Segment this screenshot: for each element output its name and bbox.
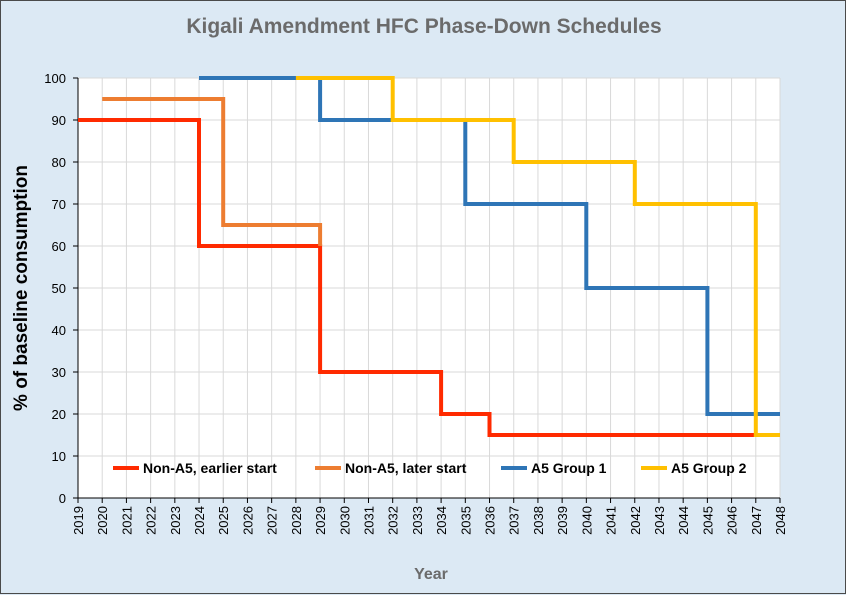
y-tick-label: 70	[52, 197, 66, 212]
x-tick-label: 2034	[434, 506, 449, 535]
y-tick-label: 60	[52, 239, 66, 254]
x-tick-label: 2026	[240, 506, 255, 535]
x-tick-label: 2039	[555, 506, 570, 535]
y-tick-label: 90	[52, 113, 66, 128]
y-tick-label: 30	[52, 365, 66, 380]
x-tick-label: 2021	[119, 506, 134, 535]
series-line-2	[102, 97, 323, 246]
y-axis-title: % of baseline consumption	[11, 165, 32, 411]
x-tick-label: 2032	[386, 506, 401, 535]
legend-label-1: Non-A5, earlier start	[143, 460, 277, 476]
x-tick-label: 2022	[144, 506, 159, 535]
x-tick-label: 2033	[410, 506, 425, 535]
x-tick-label: 2047	[749, 506, 764, 535]
x-axis-title: Year	[414, 566, 448, 583]
legend-label-3: A5 Group 1	[531, 460, 607, 476]
x-tick-label: 2027	[265, 506, 280, 535]
x-tick-label: 2042	[628, 506, 643, 535]
x-tick-label: 2043	[652, 506, 667, 535]
x-tick-label: 2048	[773, 506, 788, 535]
series-layer	[78, 76, 780, 437]
x-tick-label: 2020	[95, 506, 110, 535]
y-tick-label: 40	[52, 323, 66, 338]
x-tick-label: 2037	[507, 506, 522, 535]
series-line-3	[199, 76, 780, 416]
x-tick-label: 2030	[337, 506, 352, 535]
y-tick-label: 80	[52, 155, 66, 170]
y-tick-label: 10	[52, 449, 66, 464]
y-tick-label: 20	[52, 407, 66, 422]
x-tick-label: 2029	[313, 506, 328, 535]
x-tick-label: 2028	[289, 506, 304, 535]
tick-labels: 2019 2020 2021 2022 2023 2024 2025 2026 2027 2028…	[44, 71, 788, 535]
x-tick-label: 2035	[458, 506, 473, 535]
x-tick-label: 2046	[725, 506, 740, 535]
x-tick-label: 2040	[579, 506, 594, 535]
x-tick-label: 2038	[531, 506, 546, 535]
x-tick-label: 2045	[700, 506, 715, 535]
legend-label-4: A5 Group 2	[671, 460, 747, 476]
y-tick-label: 100	[44, 71, 66, 86]
x-tick-label: 2036	[483, 506, 498, 535]
series-line-4	[295, 76, 780, 437]
x-tick-label: 2044	[676, 506, 691, 535]
y-tick-label: 0	[59, 491, 66, 506]
chart-title: Kigali Amendment HFC Phase-Down Schedule…	[186, 15, 661, 38]
axes	[73, 77, 781, 503]
y-tick-label: 50	[52, 281, 66, 296]
x-tick-label: 2024	[192, 506, 207, 535]
x-tick-label: 2019	[71, 506, 86, 535]
legend: Non-A5, earlier start Non-A5, later start…	[113, 460, 747, 476]
legend-label-2: Non-A5, later start	[345, 460, 467, 476]
x-tick-label: 2023	[168, 506, 183, 535]
x-tick-label: 2041	[604, 506, 619, 535]
series-line-1	[78, 118, 756, 437]
x-tick-label: 2025	[216, 506, 231, 535]
x-tick-label: 2031	[361, 506, 376, 535]
